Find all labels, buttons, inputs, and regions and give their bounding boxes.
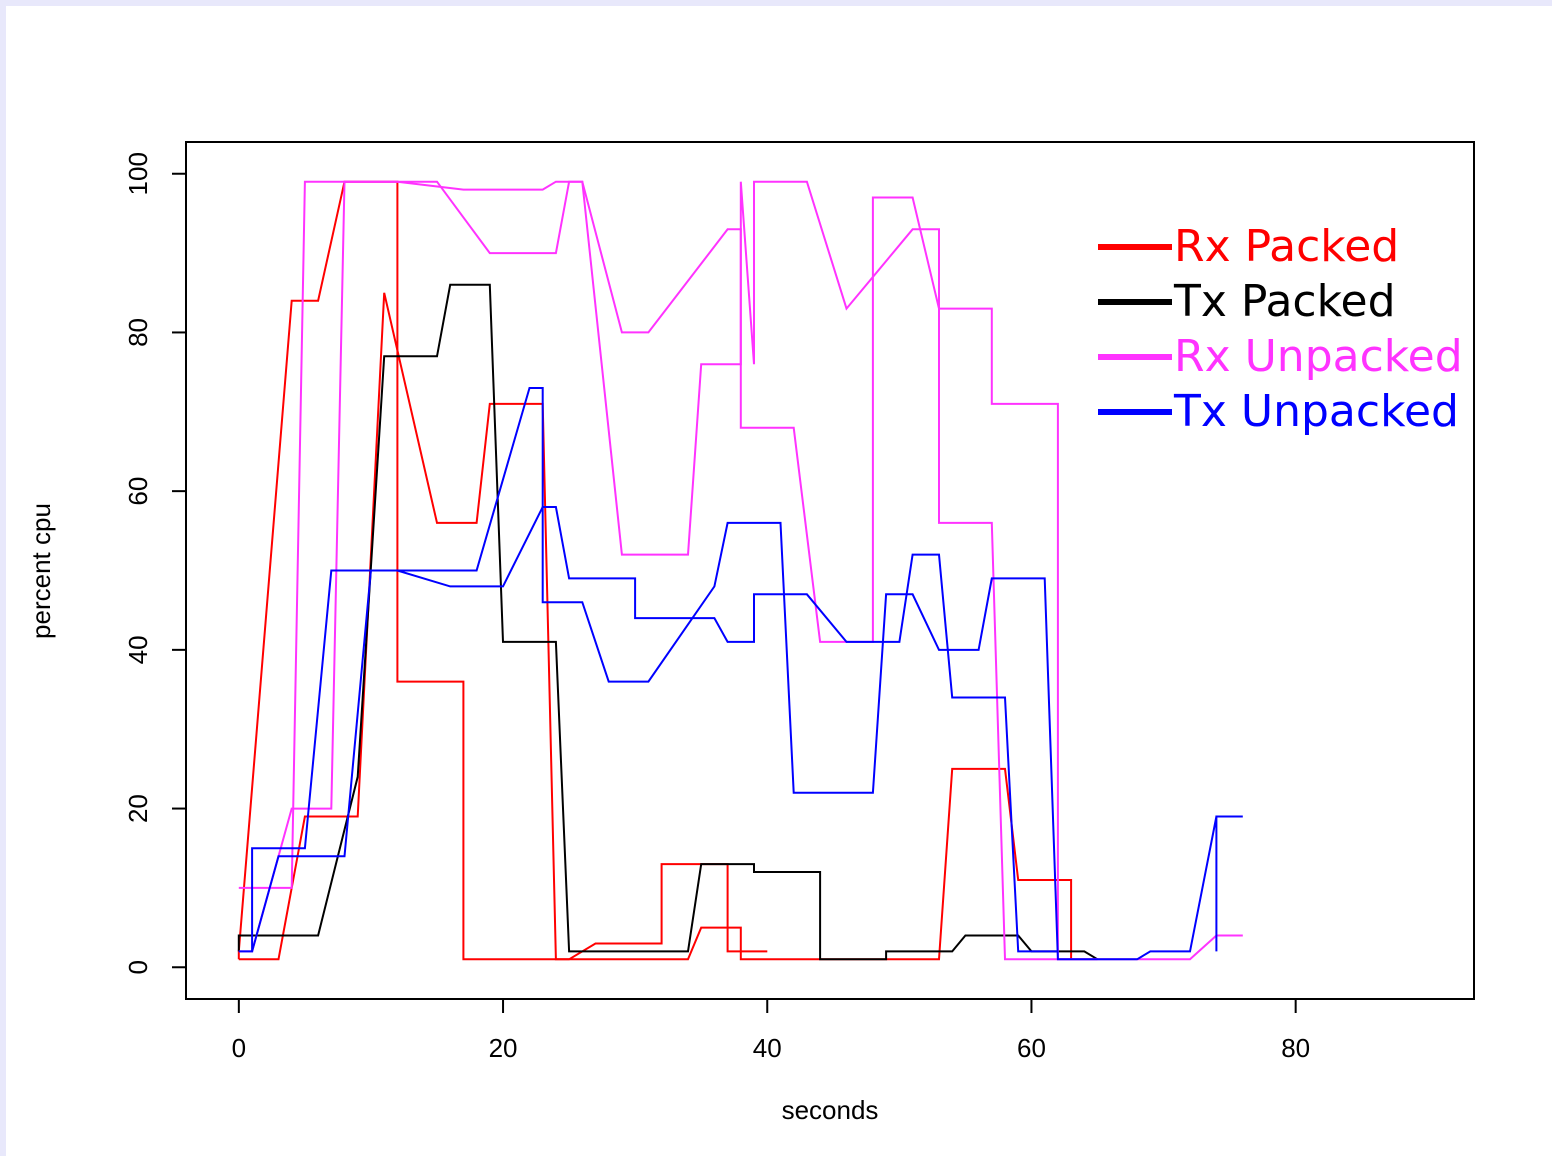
series-line-tx-unpacked-6: [251, 506, 1058, 953]
chart-frame: 0 20 40 60 80 0 20 40 60 80 100 seconds percent c…: [6, 6, 1552, 1156]
y-tick-label: 20: [123, 794, 153, 823]
legend-label: Rx Packed: [1174, 221, 1399, 272]
legend-label: Tx Unpacked: [1173, 386, 1459, 437]
x-axis-label: seconds: [782, 1095, 879, 1125]
y-axis: 0 20 40 60 80 100: [123, 152, 187, 974]
y-axis-label: percent cpu: [26, 503, 56, 639]
x-tick-label: 40: [753, 1033, 782, 1063]
y-tick-label: 100: [123, 152, 153, 195]
line-chart: 0 20 40 60 80 0 20 40 60 80 100 seconds percent c…: [26, 141, 1475, 1125]
legend-label: Tx Packed: [1173, 276, 1396, 327]
y-tick-label: 40: [123, 635, 153, 664]
y-tick-label: 0: [123, 960, 153, 974]
x-tick-label: 0: [232, 1033, 246, 1063]
series-line-rx-unpacked-4: [238, 180, 1243, 961]
x-tick-label: 20: [489, 1033, 518, 1063]
y-tick-label: 80: [123, 318, 153, 347]
series-line-rx-packed-1: [238, 292, 1073, 961]
x-tick-label: 60: [1017, 1033, 1046, 1063]
legend-label: Rx Unpacked: [1174, 331, 1463, 382]
x-axis: 0 20 40 60 80: [232, 998, 1310, 1063]
series-line-tx-packed-2: [237, 283, 1099, 961]
series-line-rx-packed-0: [237, 180, 768, 961]
series-layer: [237, 180, 1243, 961]
x-tick-label: 80: [1281, 1033, 1310, 1063]
y-tick-label: 60: [123, 477, 153, 506]
series-line-tx-unpacked-5: [238, 387, 1243, 961]
